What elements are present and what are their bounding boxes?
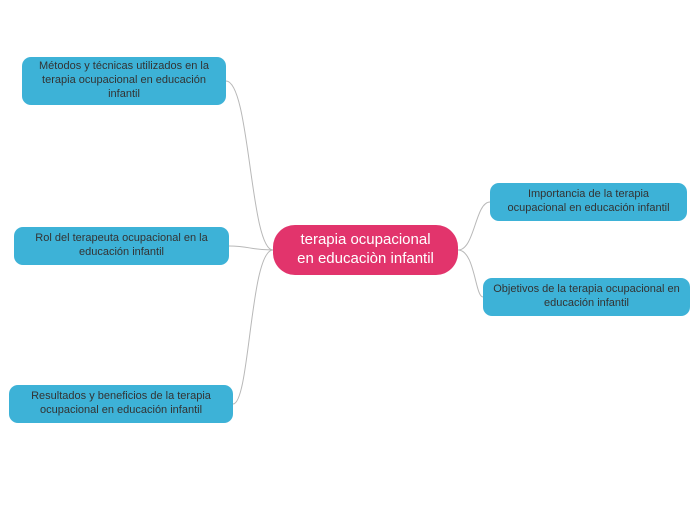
connector-rol bbox=[229, 246, 273, 250]
child-node-rol[interactable]: Rol del terapeuta ocupacional en la educ… bbox=[14, 227, 229, 265]
child-node-resultados[interactable]: Resultados y beneficios de la terapia oc… bbox=[9, 385, 233, 423]
child-node-objetivos[interactable]: Objetivos de la terapia ocupacional en e… bbox=[483, 278, 690, 316]
connector-importancia bbox=[458, 202, 490, 250]
child-node-importancia[interactable]: Importancia de la terapia ocupacional en… bbox=[490, 183, 687, 221]
connector-resultados bbox=[233, 250, 273, 404]
connector-metodos bbox=[226, 81, 273, 250]
center-node[interactable]: terapia ocupacionalen educaciòn infantil bbox=[273, 225, 458, 275]
connector-objetivos bbox=[458, 250, 483, 297]
child-node-metodos[interactable]: Métodos y técnicas utilizados en la tera… bbox=[22, 57, 226, 105]
mindmap-canvas: terapia ocupacionalen educaciòn infantil… bbox=[0, 0, 697, 520]
